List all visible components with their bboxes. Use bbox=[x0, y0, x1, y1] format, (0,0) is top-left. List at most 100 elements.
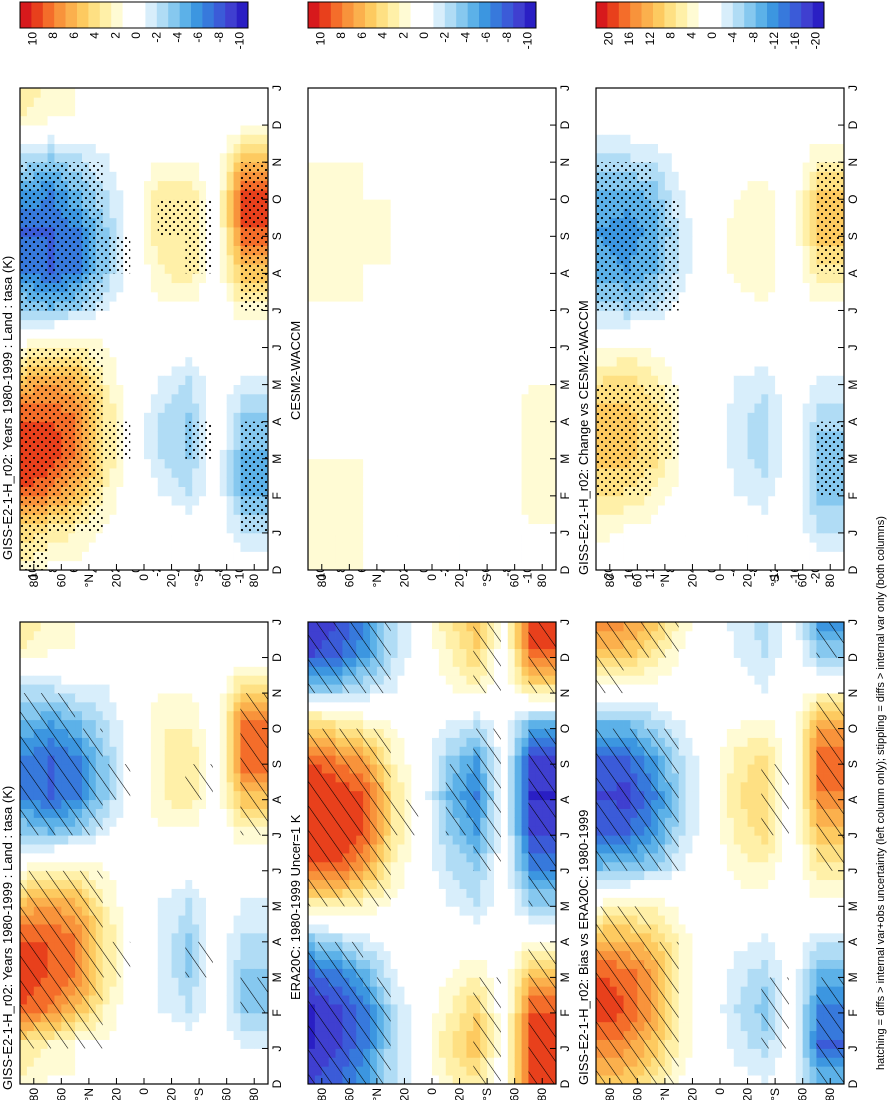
contour-cell bbox=[206, 97, 214, 107]
contour-cell bbox=[199, 329, 207, 339]
contour-cell bbox=[192, 924, 200, 934]
stippling-overlay bbox=[185, 421, 213, 459]
contour-cell bbox=[219, 486, 228, 497]
contour-cell bbox=[418, 897, 426, 907]
contour-cell bbox=[240, 675, 248, 685]
contour-cell bbox=[157, 477, 166, 487]
contour-cell bbox=[397, 1075, 405, 1085]
contour-cell bbox=[109, 88, 117, 98]
contour-cell bbox=[130, 375, 138, 386]
contour-cell bbox=[130, 648, 138, 658]
contour-cell bbox=[404, 1012, 412, 1023]
contour-cell bbox=[150, 125, 159, 135]
contour-cell bbox=[321, 719, 330, 730]
contour-cell bbox=[438, 1039, 447, 1049]
stippling-overlay bbox=[75, 458, 103, 496]
contour-cell bbox=[109, 199, 117, 209]
contour-cell bbox=[164, 1048, 172, 1058]
contour-cell bbox=[137, 273, 145, 284]
contour-cell bbox=[150, 835, 159, 845]
contour-cell bbox=[144, 959, 152, 969]
contour-cell bbox=[130, 1039, 138, 1049]
contour-cell bbox=[150, 888, 159, 898]
month-tick-label: M bbox=[270, 380, 284, 390]
contour-cell bbox=[192, 844, 200, 854]
contour-cell bbox=[199, 861, 207, 872]
contour-cell bbox=[247, 115, 255, 126]
contour-cell bbox=[254, 1048, 262, 1058]
contour-cell bbox=[240, 551, 248, 562]
contour-cell bbox=[397, 675, 405, 685]
contour-cell bbox=[425, 906, 433, 916]
contour-cell bbox=[390, 870, 398, 881]
contour-cell bbox=[206, 844, 214, 854]
contour-cell bbox=[335, 924, 343, 934]
contour-cell bbox=[199, 924, 207, 934]
contour-cell bbox=[116, 1066, 124, 1076]
contour-cell bbox=[102, 273, 110, 284]
contour-cell bbox=[68, 1075, 76, 1085]
contour-cell bbox=[164, 115, 172, 126]
contour-cell bbox=[233, 514, 241, 525]
contour-cell bbox=[130, 870, 138, 881]
contour-cell bbox=[226, 879, 234, 889]
contour-cell bbox=[68, 666, 76, 676]
contour-cell bbox=[130, 171, 138, 182]
contour-cell bbox=[164, 468, 172, 478]
panel-title: GISS-E2-1-H_r02: Years 1980-1999 : Land … bbox=[0, 256, 15, 560]
contour-cell bbox=[192, 97, 200, 107]
contour-cell bbox=[123, 799, 131, 809]
contour-cell bbox=[219, 657, 228, 667]
contour-cell bbox=[178, 236, 186, 246]
contour-cell bbox=[109, 666, 117, 676]
stippling-overlay bbox=[47, 458, 76, 496]
contour-cell bbox=[206, 888, 214, 898]
contour-cell bbox=[178, 817, 186, 827]
contour-cell bbox=[102, 523, 110, 534]
contour-cell bbox=[54, 1075, 62, 1085]
contour-cell bbox=[102, 227, 110, 237]
contour-cell bbox=[390, 648, 398, 658]
contour-cell bbox=[68, 648, 76, 658]
contour-cell bbox=[137, 291, 145, 302]
contour-cell bbox=[233, 189, 241, 200]
contour-cell bbox=[240, 684, 248, 694]
contour-cell bbox=[75, 853, 83, 863]
contour-cell bbox=[102, 384, 110, 395]
contour-cell bbox=[314, 924, 323, 934]
contour-cell bbox=[363, 719, 371, 730]
contour-cell bbox=[116, 171, 124, 182]
contour-cell bbox=[233, 152, 241, 163]
contour-cell bbox=[233, 764, 241, 774]
contour-cell bbox=[164, 950, 172, 961]
contour-cell bbox=[40, 861, 48, 872]
contour-cell bbox=[40, 844, 48, 854]
contour-cell bbox=[206, 666, 214, 676]
contour-cell bbox=[192, 977, 200, 987]
contour-cell bbox=[226, 701, 234, 712]
contour-cell bbox=[418, 977, 426, 987]
contour-cell bbox=[185, 897, 193, 907]
contour-cell bbox=[20, 106, 28, 117]
contour-cell bbox=[233, 897, 241, 907]
contour-cell bbox=[314, 693, 323, 703]
hatching-overlay bbox=[47, 1012, 76, 1049]
contour-cell bbox=[192, 639, 200, 650]
contour-cell bbox=[233, 879, 241, 889]
contour-cell bbox=[363, 915, 371, 925]
contour-cell bbox=[157, 254, 166, 265]
contour-cell bbox=[144, 1048, 152, 1058]
contour-cell bbox=[178, 106, 186, 117]
contour-cell bbox=[47, 1066, 55, 1076]
contour-cell bbox=[144, 675, 152, 685]
contour-cell bbox=[438, 1075, 447, 1085]
contour-cell bbox=[206, 189, 214, 200]
contour-cell bbox=[137, 88, 145, 98]
contour-cell bbox=[432, 701, 440, 712]
contour-cell bbox=[144, 88, 152, 98]
contour-cell bbox=[219, 310, 228, 321]
contour-cell bbox=[123, 366, 131, 376]
contour-cell bbox=[150, 684, 159, 694]
contour-cell bbox=[199, 1030, 207, 1040]
contour-cell bbox=[95, 88, 104, 98]
